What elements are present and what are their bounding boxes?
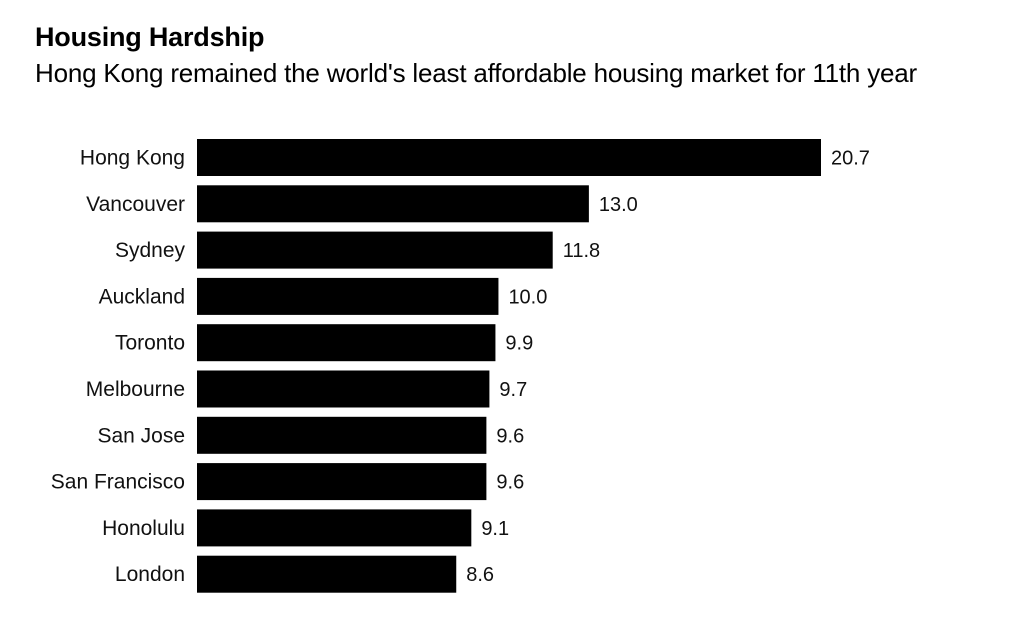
bar-san-jose [197,416,487,454]
category-label-hong-kong: Hong Kong [80,147,185,170]
value-label-melbourne: 9.7 [499,379,527,401]
value-label-london: 8.6 [466,564,494,586]
bar-london [197,555,457,593]
category-label-auckland: Auckland [99,285,185,308]
chart-title: Housing Hardship [35,22,265,52]
bar-sydney [197,231,553,269]
bar-hong-kong [197,139,821,176]
category-label-honolulu: Honolulu [102,517,185,540]
chart-subtitle: Hong Kong remained the world's least aff… [35,58,917,88]
category-label-san-jose: San Jose [97,424,185,447]
value-label-toronto: 9.9 [505,333,533,355]
bar-auckland [197,277,499,315]
category-label-toronto: Toronto [115,332,185,355]
category-label-sydney: Sydney [115,239,186,262]
value-label-san-francisco: 9.6 [496,472,524,494]
category-label-london: London [115,563,185,586]
value-label-sydney: 11.8 [563,240,600,262]
bar-honolulu [197,509,472,547]
bar-toronto [197,324,496,362]
value-label-hong-kong: 20.7 [831,148,870,170]
bar-san-francisco [197,463,487,501]
bar-vancouver [197,185,589,223]
category-label-vancouver: Vancouver [86,193,185,216]
bar-melbourne [197,370,490,408]
category-label-melbourne: Melbourne [86,378,185,401]
value-label-vancouver: 13.0 [599,194,638,216]
category-label-san-francisco: San Francisco [51,471,185,494]
value-label-honolulu: 9.1 [481,518,509,540]
value-label-auckland: 10.0 [508,286,547,308]
value-label-san-jose: 9.6 [496,425,524,447]
